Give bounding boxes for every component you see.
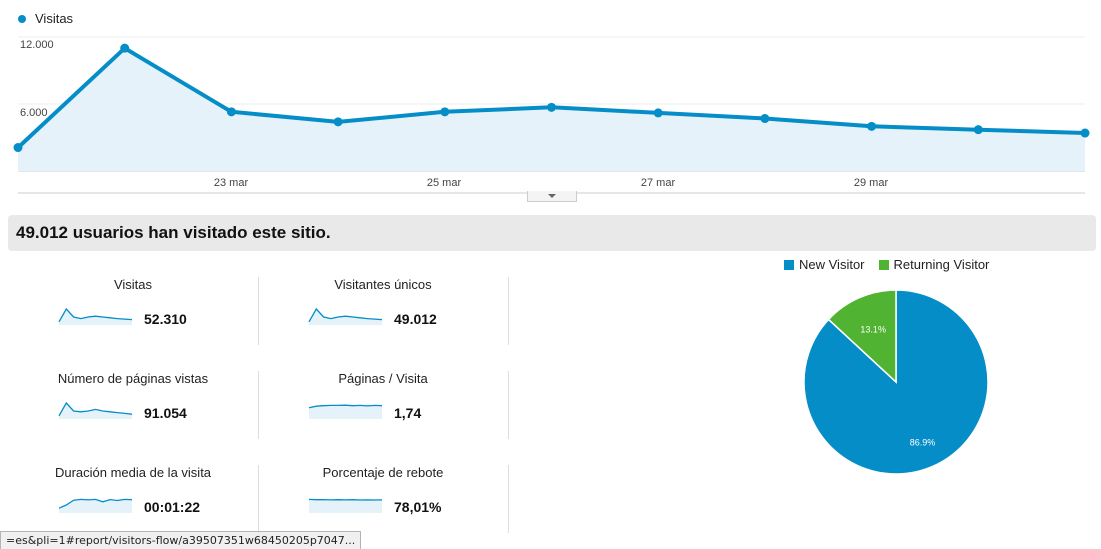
sparkline <box>58 401 133 419</box>
data-point[interactable] <box>226 107 236 117</box>
data-point[interactable] <box>13 143 23 153</box>
sparkline <box>308 404 383 419</box>
y-tick-label: 6.000 <box>20 107 48 119</box>
sparkline-line <box>58 498 133 509</box>
pie-slice[interactable] <box>827 289 897 384</box>
sparkline-area <box>309 499 382 513</box>
x-tick-label: 27 mar <box>641 177 676 189</box>
metric-paginas-visita[interactable]: Páginas / Visita 1,74 <box>258 371 508 441</box>
metric-porcentaje-rebote[interactable]: Porcentaje de rebote 78,01% <box>258 465 508 535</box>
data-point[interactable] <box>1080 128 1090 138</box>
pie-legend: New Visitor Returning Visitor <box>784 257 1003 272</box>
swatch-icon <box>784 259 794 270</box>
x-tick-label: 29 mar <box>854 177 889 189</box>
legend-dot-icon <box>18 14 26 23</box>
legend-label: Visitas <box>35 11 74 26</box>
sparkline-line <box>58 401 133 417</box>
sparkline <box>308 307 383 325</box>
metric-value: 00:01:22 <box>144 499 201 515</box>
sparkline-area <box>59 309 132 325</box>
legend-item-returning-visitor[interactable]: Returning Visitor <box>878 257 990 272</box>
swatch-icon <box>878 259 889 270</box>
data-point[interactable] <box>867 121 877 131</box>
divider <box>508 277 509 345</box>
divider <box>508 465 509 533</box>
legend-label: Returning Visitor <box>893 257 990 272</box>
metric-label: Páginas / Visita <box>338 371 428 386</box>
metric-label: Visitantes únicos <box>334 277 432 292</box>
y-tick-label: 12.000 <box>20 39 54 51</box>
sparkline <box>308 498 383 513</box>
sparkline-area <box>59 499 132 513</box>
metric-label: Visitas <box>113 277 153 292</box>
metric-value: 78,01% <box>394 499 442 515</box>
sparkline-area <box>309 309 382 325</box>
divider <box>508 371 509 439</box>
sparkline-line <box>308 307 383 323</box>
pie-slice-label: 86.9% <box>910 438 936 448</box>
x-tick-label: 23 mar <box>214 177 249 189</box>
chart-legend[interactable]: Visitas <box>18 11 73 26</box>
metric-value: 52.310 <box>144 311 187 327</box>
metric-duracion-media[interactable]: Duración media de la visita 00:01:22 <box>8 465 258 535</box>
visitor-type-pie-chart: 86.9% 13.1% <box>803 289 989 475</box>
divider <box>258 371 259 439</box>
metric-label: Porcentaje de rebote <box>322 465 444 480</box>
legend-item-new-visitor[interactable]: New Visitor <box>784 257 865 272</box>
divider <box>258 277 259 345</box>
summary-banner: 49.012 usuarios han visitado este sitio. <box>8 215 1096 251</box>
metric-paginas-vistas[interactable]: Número de páginas vistas 91.054 <box>8 371 258 441</box>
data-point[interactable] <box>973 125 983 135</box>
visits-line-chart: 12.000 6.000 23 mar 25 mar 27 mar 29 mar <box>13 36 1090 194</box>
data-point[interactable] <box>547 102 556 112</box>
data-point[interactable] <box>120 43 130 53</box>
sparkline-line <box>308 498 383 501</box>
sparkline-line <box>308 404 383 409</box>
data-point[interactable] <box>760 114 770 124</box>
chevron-down-icon <box>548 194 556 198</box>
pie-slice-label: 13.1% <box>860 325 886 335</box>
metric-label: Duración media de la visita <box>54 465 212 480</box>
sparkline-line <box>58 307 133 323</box>
data-point[interactable] <box>333 117 343 127</box>
x-tick-label: 25 mar <box>427 177 462 189</box>
metric-value: 49.012 <box>394 311 437 327</box>
divider <box>258 465 259 533</box>
metric-value: 91.054 <box>144 405 187 421</box>
data-point[interactable] <box>440 107 450 117</box>
data-point[interactable] <box>653 108 663 118</box>
status-bar-url: =es&pli=1#report/visitors-flow/a39507351… <box>0 531 362 549</box>
chart-collapse-toggle[interactable] <box>527 191 577 202</box>
sparkline-area <box>309 405 382 419</box>
metric-visitantes-unicos[interactable]: Visitantes únicos 49.012 <box>258 277 508 347</box>
metric-value: 1,74 <box>394 405 422 421</box>
metric-label: Número de páginas vistas <box>57 371 209 386</box>
sparkline-area <box>59 403 132 419</box>
metric-visitas[interactable]: Visitas 52.310 <box>8 277 258 347</box>
legend-label: New Visitor <box>799 257 865 272</box>
sparkline <box>58 498 133 513</box>
sparkline <box>58 307 133 325</box>
